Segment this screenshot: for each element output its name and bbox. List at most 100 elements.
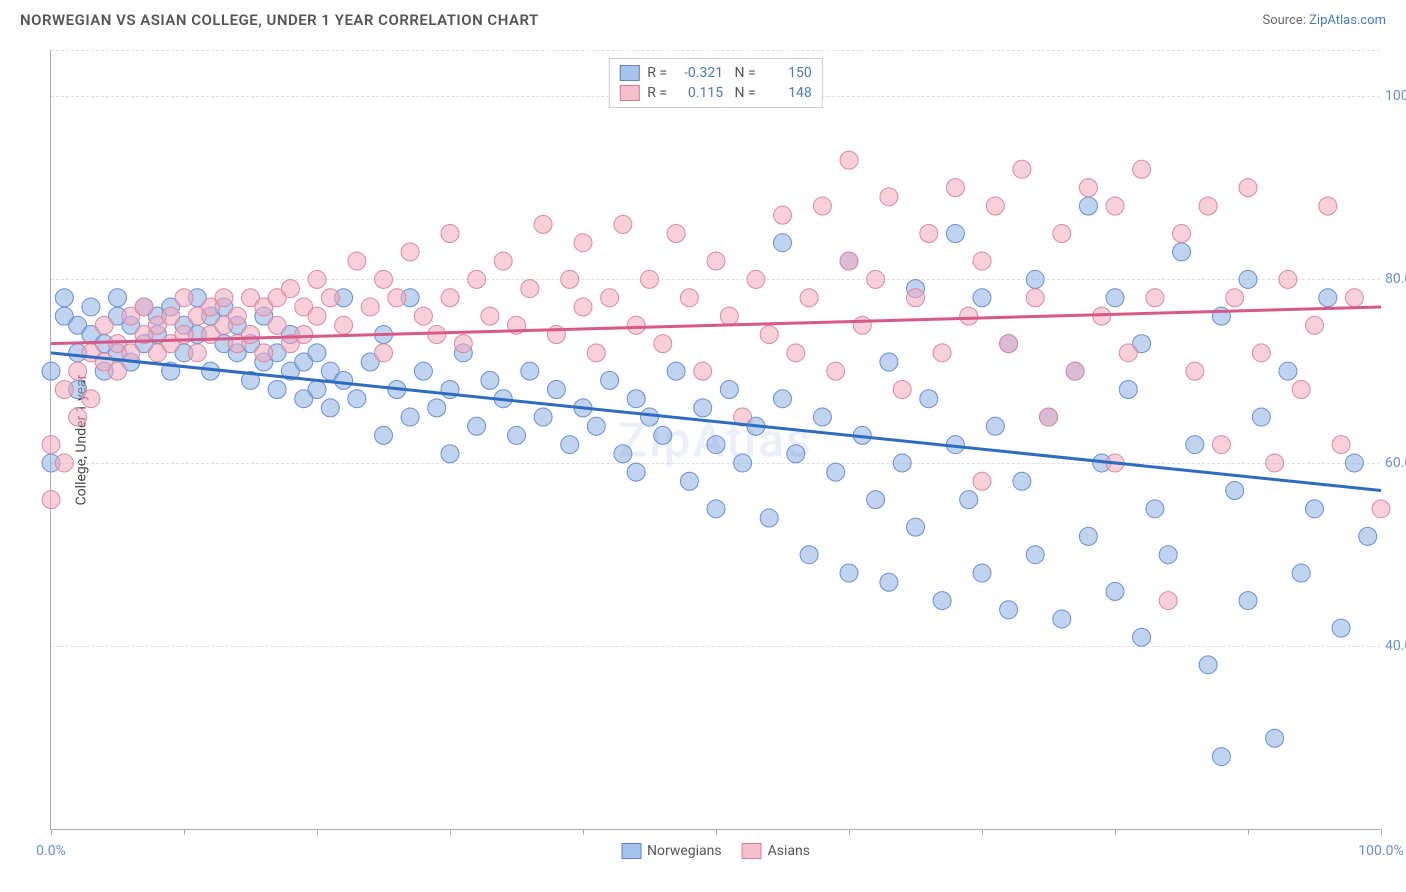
x-tick (982, 829, 983, 835)
data-point (880, 188, 898, 206)
data-point (787, 344, 805, 362)
r-value: 0.115 (675, 85, 723, 101)
data-point (1013, 472, 1031, 490)
data-point (534, 215, 552, 233)
data-point (268, 381, 286, 399)
data-point (1146, 500, 1164, 518)
data-point (1226, 481, 1244, 499)
data-point (162, 307, 180, 325)
data-point (401, 408, 419, 426)
data-point (1013, 160, 1031, 178)
data-point (946, 225, 964, 243)
data-point (1079, 197, 1097, 215)
data-point (787, 445, 805, 463)
legend-stat-row: R =0.115 N =148 (619, 83, 811, 103)
data-point (69, 408, 87, 426)
x-tick-label: 0.0% (36, 843, 66, 859)
data-point (375, 270, 393, 288)
data-point (1306, 500, 1324, 518)
data-point (361, 298, 379, 316)
data-point (973, 564, 991, 582)
data-point (587, 417, 605, 435)
data-point (986, 417, 1004, 435)
data-point (1306, 316, 1324, 334)
data-point (1173, 243, 1191, 261)
data-point (774, 234, 792, 252)
data-point (441, 445, 459, 463)
data-point (920, 390, 938, 408)
data-point (388, 289, 406, 307)
r-value: -0.321 (675, 65, 723, 81)
data-point (561, 436, 579, 454)
data-point (547, 381, 565, 399)
data-point (321, 289, 339, 307)
data-point (880, 573, 898, 591)
data-point (920, 225, 938, 243)
data-point (774, 390, 792, 408)
data-point (1199, 197, 1217, 215)
data-point (255, 344, 273, 362)
data-point (667, 362, 685, 380)
data-point (774, 206, 792, 224)
data-point (933, 592, 951, 610)
data-point (760, 509, 778, 527)
data-point (1359, 527, 1377, 545)
data-point (1026, 546, 1044, 564)
y-tick-label: 40.0% (1385, 638, 1406, 654)
x-tick-label: 100.0% (1358, 843, 1403, 859)
data-point (680, 289, 698, 307)
data-point (348, 252, 366, 270)
data-point (627, 463, 645, 481)
legend-item: Norwegians (621, 843, 722, 859)
data-point (335, 371, 353, 389)
data-point (654, 335, 672, 353)
data-point (1159, 592, 1177, 610)
x-tick (51, 829, 52, 835)
x-tick (583, 829, 584, 835)
data-point (853, 316, 871, 334)
data-point (1146, 289, 1164, 307)
data-point (893, 454, 911, 472)
data-point (454, 335, 472, 353)
data-point (1239, 179, 1257, 197)
data-point (907, 518, 925, 536)
data-point (82, 390, 100, 408)
data-point (1199, 656, 1217, 674)
data-point (468, 270, 486, 288)
source-attribution: Source: ZipAtlas.com (1262, 13, 1386, 28)
data-point (1106, 582, 1124, 600)
data-point (840, 252, 858, 270)
data-point (973, 472, 991, 490)
data-point (481, 307, 499, 325)
data-point (1159, 546, 1177, 564)
data-point (1053, 610, 1071, 628)
data-point (1066, 362, 1084, 380)
data-point (574, 298, 592, 316)
data-point (986, 197, 1004, 215)
n-value: 150 (764, 65, 812, 81)
data-point (707, 500, 725, 518)
data-point (1106, 289, 1124, 307)
x-tick (184, 829, 185, 835)
data-point (1026, 270, 1044, 288)
data-point (627, 316, 645, 334)
chart-title: NORWEGIAN VS ASIAN COLLEGE, UNDER 1 YEAR… (20, 11, 539, 29)
data-point (55, 381, 73, 399)
data-point (1119, 381, 1137, 399)
data-point (1266, 454, 1284, 472)
source-link[interactable]: ZipAtlas.com (1309, 13, 1386, 28)
data-point (867, 491, 885, 509)
data-point (840, 151, 858, 169)
data-point (1252, 408, 1270, 426)
legend-swatch (621, 843, 641, 859)
data-point (109, 289, 127, 307)
data-point (308, 270, 326, 288)
data-point (1079, 179, 1097, 197)
x-tick (1381, 829, 1382, 835)
data-point (760, 325, 778, 343)
scatter-plot-svg (51, 50, 1380, 829)
data-point (375, 344, 393, 362)
x-tick (1115, 829, 1116, 835)
data-point (1252, 344, 1270, 362)
data-point (880, 353, 898, 371)
